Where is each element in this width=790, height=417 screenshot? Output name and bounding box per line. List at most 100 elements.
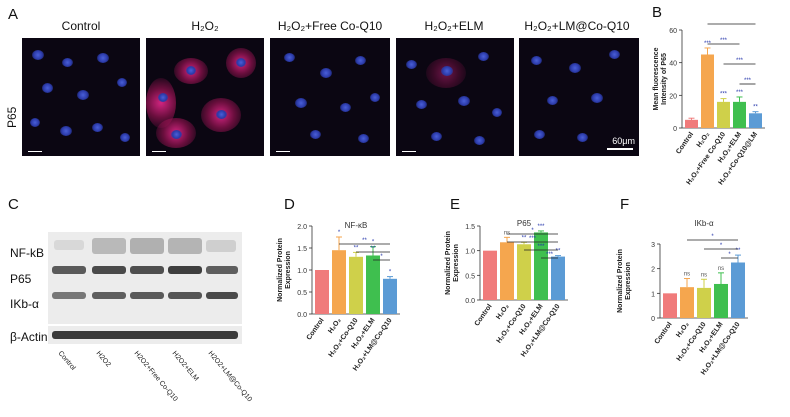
bracket-label: *** bbox=[744, 78, 752, 84]
category-label: H₂O₂ bbox=[675, 321, 690, 339]
y-tick-label: 2.0 bbox=[297, 224, 307, 231]
bar bbox=[697, 287, 711, 318]
bracket-label: *** bbox=[736, 58, 744, 64]
micrograph-lmcoq10: 60μm bbox=[519, 38, 639, 156]
bar-significance: ** bbox=[556, 249, 561, 255]
micro-title-free-coq10: H₂O₂+Free Co-Q10 bbox=[277, 19, 383, 33]
bar bbox=[701, 54, 714, 128]
bracket-label: * bbox=[711, 234, 714, 240]
bar-significance: *** bbox=[736, 90, 744, 96]
bar bbox=[714, 283, 728, 318]
bar-significance: ns bbox=[684, 272, 690, 278]
bar bbox=[517, 244, 531, 300]
category-label: Control bbox=[654, 321, 674, 345]
bar-significance: ns bbox=[718, 266, 724, 272]
chart-f: 0 1 2 3 Normalized ProteinExpression IKb-α Con… bbox=[617, 219, 748, 376]
bar-significance: ** bbox=[736, 248, 741, 254]
lane-label-h2o2: H2O2 bbox=[94, 350, 112, 369]
bar bbox=[534, 232, 548, 300]
bar bbox=[749, 113, 762, 128]
y-tick-label: 1.0 bbox=[465, 249, 475, 256]
bracket-label: ** bbox=[362, 238, 367, 244]
bracket-label: ** bbox=[371, 246, 376, 252]
category-label: H₂O₂ bbox=[495, 303, 510, 321]
bracket-label: *** bbox=[537, 244, 545, 250]
bar bbox=[733, 101, 746, 128]
y-axis-label: Mean fluorescenceIntensity of P65 bbox=[653, 47, 668, 110]
bar-significance: ** bbox=[753, 105, 758, 111]
bar bbox=[332, 250, 346, 314]
y-tick-label: 0 bbox=[673, 126, 677, 133]
bar-significance: ** bbox=[522, 235, 527, 241]
wb-label-actin: β-Actin bbox=[10, 330, 48, 344]
bar-significance: ns bbox=[701, 272, 707, 278]
category-label: Control bbox=[675, 131, 695, 155]
bar-significance: *** bbox=[537, 224, 545, 230]
panel-label-c: C bbox=[8, 196, 19, 213]
y-tick-label: 20 bbox=[669, 93, 677, 100]
lane-label-control: Control bbox=[56, 350, 77, 372]
bar bbox=[717, 101, 730, 128]
bracket-label: * bbox=[380, 254, 383, 260]
chart-title: IKb-α bbox=[694, 219, 714, 228]
y-tick-label: 40 bbox=[669, 61, 677, 68]
bar-significance: ns bbox=[504, 230, 510, 236]
scale-label: 60μm bbox=[612, 136, 635, 146]
bracket-label: * bbox=[720, 243, 723, 249]
bar-significance: ** bbox=[354, 245, 359, 251]
chart-e: 0.0 0.5 1.0 1.5 Normalized ProteinExpression… bbox=[445, 219, 568, 358]
bar bbox=[731, 262, 745, 318]
bracket-label: *** bbox=[529, 236, 537, 242]
y-tick-label: 1 bbox=[651, 291, 655, 298]
bar bbox=[663, 293, 677, 318]
lane-label-free-coq10: H2O2+Free Co-Q10 bbox=[132, 350, 179, 403]
category-label: Control bbox=[474, 303, 494, 327]
wb-label-nfkb: NF-kB bbox=[10, 246, 44, 260]
y-axis-label: Normalized ProteinExpression bbox=[277, 238, 292, 302]
bar-significance: *** bbox=[720, 92, 728, 98]
bracket-label: * bbox=[728, 252, 731, 258]
y-tick-label: 0 bbox=[651, 316, 655, 323]
y-tick-label: 2 bbox=[651, 267, 655, 274]
bar bbox=[551, 256, 565, 300]
chart-title: P65 bbox=[517, 219, 532, 228]
micrograph-elm bbox=[396, 38, 514, 156]
y-tick-label: 3 bbox=[651, 242, 655, 249]
bar bbox=[349, 256, 363, 314]
y-tick-label: 0.0 bbox=[465, 298, 475, 305]
bar bbox=[383, 278, 397, 314]
bar bbox=[315, 270, 329, 314]
bar bbox=[685, 119, 698, 128]
y-tick-label: 1.5 bbox=[297, 246, 307, 253]
category-label: H₂O₂ bbox=[327, 317, 342, 335]
y-tick-label: 60 bbox=[669, 28, 677, 35]
lane-label-elm: H2O2+ELM bbox=[170, 350, 200, 383]
micro-title-lmcoq10: H₂O₂+LM@Co-Q10 bbox=[524, 19, 630, 33]
micro-title-elm: H₂O₂+ELM bbox=[424, 19, 484, 33]
micro-title-h2o2: H₂O₂ bbox=[191, 19, 219, 33]
bar-significance: * bbox=[338, 230, 341, 236]
actin-blot bbox=[48, 326, 242, 344]
bar bbox=[500, 242, 514, 300]
bracket-label: *** bbox=[720, 38, 728, 44]
western-blot bbox=[48, 232, 242, 324]
chart-b: 0 20 40 60 Mean fluorescenceIntensity of P65… bbox=[653, 20, 765, 186]
bar-significance: * bbox=[372, 240, 375, 246]
wb-label-p65: P65 bbox=[10, 272, 32, 286]
bracket-label: *** bbox=[546, 252, 554, 258]
bar-significance: * bbox=[389, 270, 392, 276]
bar bbox=[680, 287, 694, 318]
bar bbox=[483, 250, 497, 300]
chart-d: 0.0 0.5 1.0 1.5 2.0 Normalized ProteinExpress… bbox=[277, 221, 400, 372]
y-tick-label: 0.5 bbox=[465, 273, 475, 280]
y-tick-label: 0.0 bbox=[297, 312, 307, 319]
bracket-label: * bbox=[531, 228, 534, 234]
bracket-label: *** bbox=[728, 20, 736, 24]
micro-title-control: Control bbox=[61, 19, 101, 33]
category-label: Control bbox=[306, 317, 326, 341]
chart-title: NF-κB bbox=[345, 221, 368, 230]
panel-label-b: B bbox=[652, 4, 663, 21]
bar bbox=[366, 255, 380, 314]
category-label: H₂O₂ bbox=[696, 131, 711, 149]
micro-row-label: P65 bbox=[5, 106, 19, 128]
